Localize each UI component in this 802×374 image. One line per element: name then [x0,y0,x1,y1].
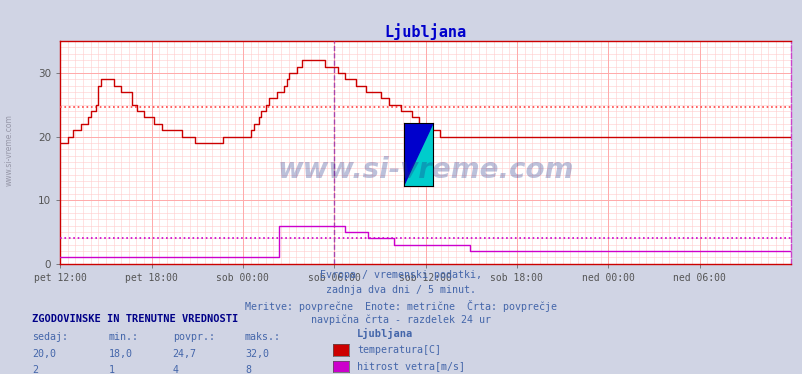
Text: 24,7: 24,7 [172,349,196,359]
Text: Evropa / vremenski podatki,: Evropa / vremenski podatki, [320,270,482,280]
Text: Ljubljana: Ljubljana [357,328,413,338]
Text: navpična črta - razdelek 24 ur: navpična črta - razdelek 24 ur [311,315,491,325]
Text: 8: 8 [245,365,250,374]
Text: ZGODOVINSKE IN TRENUTNE VREDNOSTI: ZGODOVINSKE IN TRENUTNE VREDNOSTI [32,315,238,324]
Text: 18,0: 18,0 [108,349,132,359]
Text: hitrost vetra[m/s]: hitrost vetra[m/s] [357,362,464,371]
Text: temperatura[C]: temperatura[C] [357,345,441,355]
Text: 4: 4 [172,365,178,374]
Text: sedaj:: sedaj: [32,332,68,342]
Text: 20,0: 20,0 [32,349,56,359]
Title: Ljubljana: Ljubljana [384,23,466,40]
Text: 32,0: 32,0 [245,349,269,359]
Text: 1: 1 [108,365,114,374]
Text: Meritve: povprečne  Enote: metrične  Črta: povprečje: Meritve: povprečne Enote: metrične Črta:… [245,300,557,312]
Text: www.si-vreme.com: www.si-vreme.com [277,156,573,184]
Text: www.si-vreme.com: www.si-vreme.com [5,114,14,186]
Text: maks.:: maks.: [245,332,281,342]
Text: povpr.:: povpr.: [172,332,214,342]
Text: min.:: min.: [108,332,138,342]
Text: 2: 2 [32,365,38,374]
Text: zadnja dva dni / 5 minut.: zadnja dva dni / 5 minut. [326,285,476,295]
